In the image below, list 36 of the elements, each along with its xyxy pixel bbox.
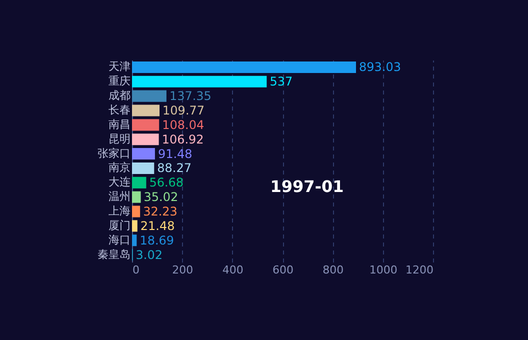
y-tick-label: 长春 xyxy=(108,104,130,116)
annotation: 1997-01 xyxy=(270,177,344,196)
x-tick-label: 800 xyxy=(322,264,344,276)
x-tick-label: 1200 xyxy=(406,264,434,276)
data-label: 56.68 xyxy=(149,176,184,190)
data-label: 21.48 xyxy=(140,218,175,233)
y-tick-label: 大连 xyxy=(108,176,130,189)
y-tick-label: 天津 xyxy=(108,60,130,74)
y-tick-label: 南京 xyxy=(108,161,130,174)
data-label: 108.04 xyxy=(162,118,204,132)
data-label: 35.02 xyxy=(144,190,178,204)
y-tick-label: 温州 xyxy=(108,190,130,204)
data-label: 3.02 xyxy=(136,248,162,262)
y-tick-label: 厦门 xyxy=(108,218,130,232)
data-label: 109.77 xyxy=(162,104,205,118)
data-label: 893.03 xyxy=(359,60,401,74)
x-tick-label: 0 xyxy=(132,264,140,276)
data-label: 91.48 xyxy=(158,146,192,161)
x-tick-label: 200 xyxy=(172,264,194,276)
y-tick-label: 重庆 xyxy=(108,74,130,88)
data-label: 137.35 xyxy=(169,89,212,104)
data-label: 537 xyxy=(270,74,293,89)
y-tick-label: 昆明 xyxy=(108,132,130,146)
data-label: 18.69 xyxy=(140,233,174,248)
y-tick-label: 海口 xyxy=(108,233,130,246)
data-label: 88.27 xyxy=(157,161,192,176)
x-tick-label: 1000 xyxy=(369,264,398,276)
data-label: 32.23 xyxy=(143,204,178,218)
y-tick-label: 南昌 xyxy=(108,118,130,131)
y-tick-label: 成都 xyxy=(108,89,130,102)
x-tick-label: 600 xyxy=(272,264,294,276)
y-tick-label: 上海 xyxy=(108,204,130,218)
data-label: 106.92 xyxy=(162,132,204,146)
x-tick-label: 400 xyxy=(222,264,244,276)
y-tick-label: 秦皇岛 xyxy=(98,248,130,261)
y-tick-label: 张家口 xyxy=(98,146,130,160)
